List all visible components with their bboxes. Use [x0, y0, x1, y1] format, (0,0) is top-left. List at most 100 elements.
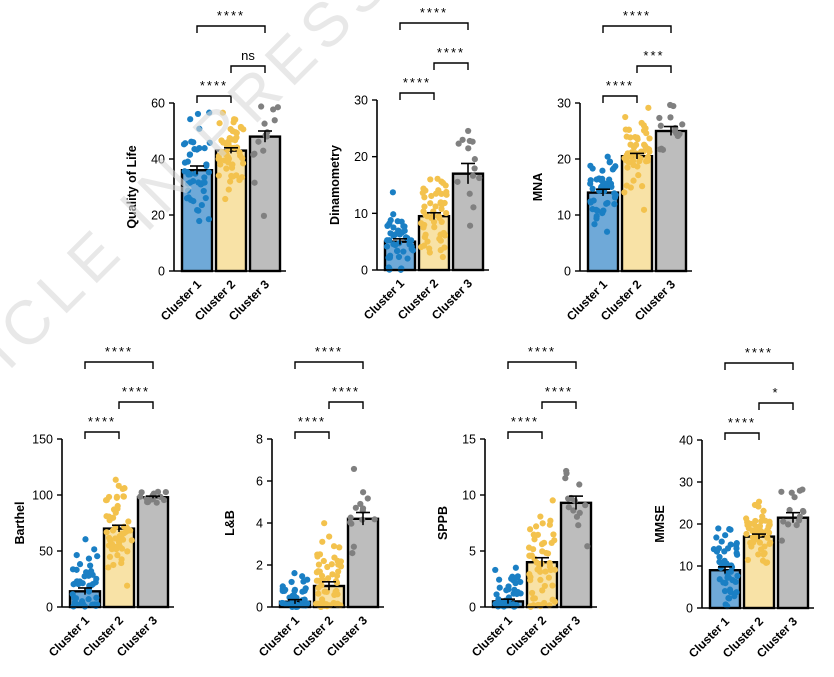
data-point-cluster-2	[217, 161, 224, 168]
data-point-cluster-1	[722, 532, 729, 539]
significance-bracket	[724, 432, 760, 440]
data-point-cluster-3	[584, 543, 591, 550]
data-point-cluster-2	[112, 476, 119, 483]
data-point-cluster-1	[383, 237, 391, 244]
data-point-cluster-3	[258, 103, 265, 110]
data-point-cluster-3	[800, 508, 807, 515]
y-tick-label: 0	[46, 601, 53, 615]
data-point-cluster-1	[190, 197, 197, 205]
data-point-cluster-2	[756, 523, 764, 530]
data-point-cluster-1	[720, 579, 727, 586]
data-point-cluster-2	[120, 493, 127, 500]
y-tick-label: 20	[151, 209, 165, 223]
data-point-cluster-1	[386, 252, 394, 259]
significance-bracket	[328, 401, 364, 409]
data-point-cluster-2	[215, 172, 222, 179]
data-point-cluster-3	[274, 104, 281, 111]
data-point-cluster-2	[124, 548, 131, 555]
data-point-cluster-1	[93, 594, 100, 601]
data-point-cluster-2	[528, 589, 536, 597]
data-point-cluster-2	[223, 165, 230, 172]
data-point-cluster-1	[200, 187, 207, 195]
significance-label: ****	[105, 344, 133, 359]
data-point-cluster-2	[526, 526, 534, 533]
data-point-cluster-2	[640, 206, 648, 213]
data-point-cluster-2	[439, 253, 446, 261]
data-point-cluster-1	[713, 534, 720, 541]
data-point-cluster-2	[646, 135, 653, 142]
data-point-cluster-2	[332, 577, 340, 585]
y-tick-label: 150	[32, 433, 53, 447]
y-tick-label: 30	[354, 94, 368, 108]
data-point-cluster-1	[721, 587, 729, 595]
data-point-cluster-1	[85, 596, 92, 603]
data-point-cluster-1	[290, 599, 297, 607]
data-point-cluster-2	[428, 192, 435, 200]
significance-bracket	[196, 95, 232, 103]
data-point-cluster-2	[541, 582, 548, 590]
significance-label: ****	[728, 415, 756, 430]
data-point-cluster-1	[191, 146, 198, 153]
data-point-cluster-1	[389, 189, 396, 196]
data-point-cluster-3	[582, 502, 589, 509]
data-point-cluster-2	[315, 590, 322, 597]
significance-bracket	[196, 25, 266, 33]
data-point-cluster-1	[721, 557, 728, 564]
data-point-cluster-2	[625, 126, 632, 133]
significance-bracket	[433, 62, 469, 70]
data-point-cluster-3	[271, 117, 278, 124]
bar-cluster-3	[451, 172, 485, 272]
data-point-cluster-1	[186, 151, 194, 158]
y-tick-label: 0	[158, 265, 165, 279]
data-point-cluster-1	[390, 224, 397, 231]
data-point-cluster-3	[260, 212, 268, 219]
data-point-cluster-1	[587, 180, 594, 187]
data-point-cluster-1	[302, 585, 309, 592]
data-point-cluster-2	[331, 591, 338, 599]
data-point-cluster-2	[116, 543, 123, 550]
data-point-cluster-3	[465, 127, 472, 135]
data-point-cluster-2	[226, 135, 233, 142]
data-point-cluster-1	[395, 253, 403, 261]
data-point-cluster-3	[255, 138, 262, 145]
data-point-cluster-2	[227, 178, 234, 185]
data-point-cluster-3	[565, 504, 572, 511]
data-point-cluster-3	[571, 497, 578, 504]
data-point-cluster-1	[69, 591, 76, 598]
data-point-cluster-1	[288, 578, 295, 586]
data-point-cluster-2	[443, 188, 450, 196]
data-point-cluster-2	[324, 575, 332, 582]
bar-cluster-3	[776, 516, 810, 610]
significance-label: ****	[437, 45, 465, 60]
data-point-cluster-2	[743, 515, 750, 522]
data-point-cluster-2	[537, 568, 544, 575]
data-point-cluster-2	[105, 534, 113, 541]
data-point-cluster-2	[313, 577, 320, 584]
data-point-cluster-1	[202, 194, 209, 202]
y-tick-label: 0	[469, 601, 476, 615]
data-point-cluster-2	[431, 224, 438, 231]
data-point-cluster-2	[627, 184, 634, 191]
y-tick-label: 6	[256, 475, 263, 489]
data-point-cluster-3	[350, 543, 357, 550]
y-axis-label: MMSE	[653, 505, 667, 543]
data-point-cluster-1	[716, 553, 723, 561]
data-point-cluster-2	[441, 232, 449, 239]
data-point-cluster-1	[733, 550, 740, 557]
data-point-cluster-1	[299, 573, 306, 580]
data-point-cluster-1	[196, 217, 203, 225]
data-point-cluster-3	[799, 486, 806, 493]
data-point-cluster-3	[153, 499, 160, 506]
data-point-cluster-3	[459, 136, 466, 143]
significance-label: ****	[745, 345, 773, 360]
data-point-cluster-3	[573, 513, 581, 520]
data-point-cluster-1	[512, 564, 519, 571]
data-point-cluster-1	[394, 247, 401, 254]
data-point-cluster-1	[607, 180, 615, 187]
data-point-cluster-1	[398, 229, 405, 236]
data-point-cluster-3	[795, 517, 803, 524]
data-point-cluster-1	[94, 553, 101, 560]
data-point-cluster-2	[321, 520, 328, 527]
significance-label: ****	[623, 8, 651, 23]
